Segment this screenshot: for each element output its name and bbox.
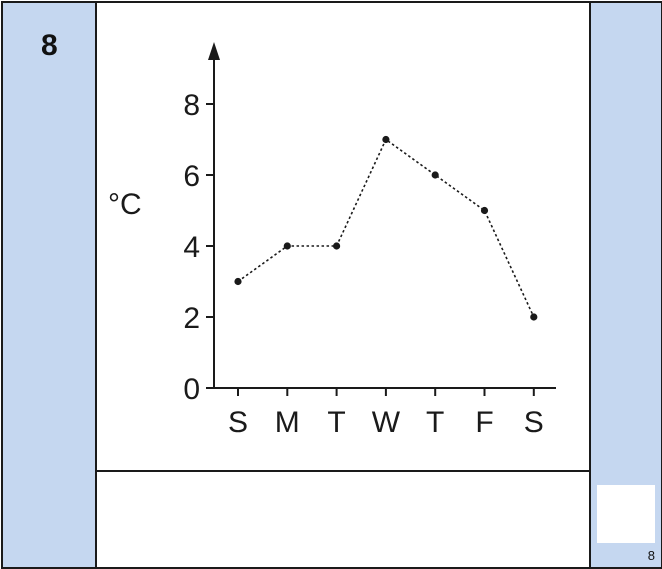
y-ticks: 0 2 4 6 8 [183,89,214,406]
y-tick-label: 4 [183,231,200,264]
x-tick-label: W [372,406,401,439]
data-point [333,242,341,250]
series-line [237,138,535,318]
x-tick-label: S [524,406,544,439]
data-point [480,206,489,215]
data-point [234,277,242,286]
marks-column: 8 [589,3,661,567]
answer-box[interactable] [597,485,655,543]
y-tick-label: 8 [183,89,200,122]
y-tick-label: 2 [183,302,200,335]
y-axis-arrow [208,42,220,60]
marks-label: 8 [647,548,655,563]
x-tick-label: T [426,406,444,439]
x-tick-label: M [275,406,300,439]
data-point [530,313,538,321]
y-tick-label: 0 [183,373,200,406]
y-axis-label: °C [108,188,142,221]
chart-axes [208,42,556,389]
data-points [234,135,538,321]
answer-divider [97,470,591,472]
data-point [283,242,291,250]
x-tick-label: S [228,406,248,439]
question-number: 8 [41,29,58,62]
y-tick-label: 6 [183,160,200,193]
data-point [431,171,439,179]
question-number-column: 8 [3,3,97,567]
x-tick-label: T [327,406,345,439]
data-point [382,135,390,144]
x-tick-label: F [475,406,493,439]
